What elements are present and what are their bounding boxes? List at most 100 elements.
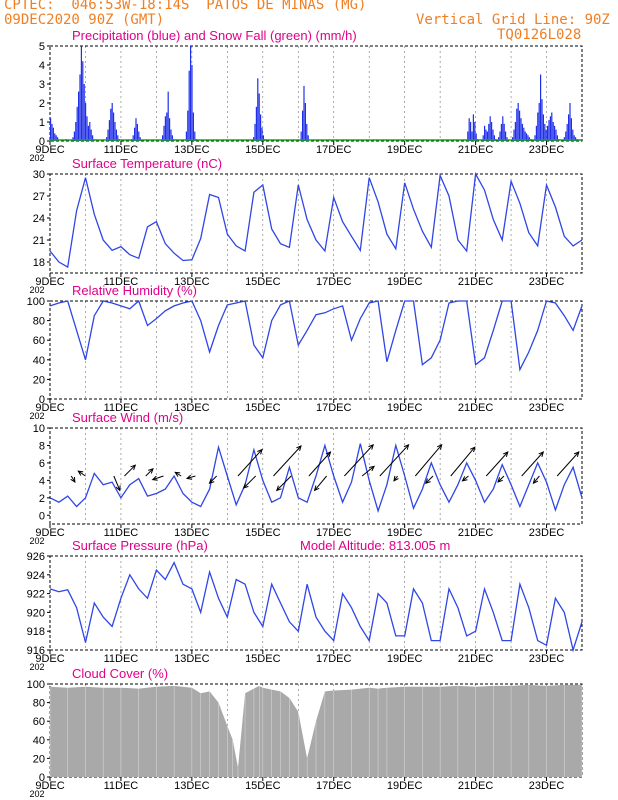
precip-bar — [573, 135, 575, 141]
y-tick-label: 40 — [33, 735, 45, 747]
wind-vector-head — [115, 485, 121, 492]
wind-vector — [533, 475, 540, 484]
precip-bar — [85, 103, 87, 141]
precip-bar — [566, 123, 568, 141]
precip-bar — [486, 131, 488, 141]
wind-vector-head — [573, 451, 580, 457]
y-tick-label: 0 — [39, 772, 45, 784]
header-line2: 09DEC2020 90Z (GMT) — [4, 12, 165, 28]
x-tick-label: 9DEC — [35, 527, 64, 539]
wind-vector — [186, 475, 196, 479]
x-tick-label: 17DEC — [316, 144, 352, 156]
precip-bar — [55, 135, 57, 141]
x-tick-label: 19DEC — [387, 653, 423, 665]
x-tick-label: 19DEC — [387, 780, 423, 792]
precip-bar — [187, 110, 189, 141]
x-tick-label: 21DEC — [458, 144, 494, 156]
y-tick-label: 30 — [33, 169, 45, 181]
x-tick-label: 21DEC — [458, 276, 494, 288]
x-year-label: 202 — [29, 536, 44, 546]
precip-bar — [528, 137, 530, 141]
y-tick-label: 60 — [33, 716, 45, 728]
precip-bar — [471, 131, 473, 141]
wind-vector — [243, 475, 257, 489]
y-tick-label: 3 — [39, 79, 45, 91]
y-tick-label: 5 — [39, 41, 45, 53]
precip-bar — [534, 135, 536, 141]
precip-bar — [555, 129, 557, 141]
precip-bar — [163, 125, 165, 141]
wind-vector — [414, 444, 443, 477]
precip-bar — [78, 91, 80, 141]
precip-bar — [545, 129, 547, 141]
x-tick-label: 19DEC — [387, 402, 423, 414]
precip-bar — [253, 137, 255, 141]
wind-vector-head — [369, 465, 376, 472]
wind-vector-head — [503, 451, 509, 457]
precip-bar — [52, 127, 54, 141]
precip-bar — [516, 108, 518, 141]
y-tick-label: 0 — [39, 136, 45, 148]
y-tick-label: 2 — [39, 98, 45, 110]
precip-bar — [72, 137, 74, 141]
precip-bar — [563, 137, 565, 141]
precip-bar — [76, 106, 78, 141]
x-tick-label: 15DEC — [245, 653, 281, 665]
precip-bar — [162, 135, 164, 141]
wind-vector — [379, 444, 410, 477]
y-tick-label: 4 — [39, 60, 45, 72]
precip-bar — [554, 125, 556, 141]
precip-bar — [106, 137, 108, 141]
precip-bar — [498, 137, 500, 141]
x-tick-label: 9DEC — [35, 780, 64, 792]
wind-vector-head — [296, 445, 302, 451]
y-tick-label: 0 — [39, 510, 45, 522]
y-tick-label: 20 — [33, 753, 45, 765]
precip-bar — [257, 78, 259, 141]
precip-bar — [537, 112, 539, 141]
panel-frame — [49, 427, 583, 525]
wind-vector — [145, 468, 154, 477]
precip-bar — [488, 123, 490, 141]
precip-bar — [492, 129, 494, 141]
precip-bar — [87, 125, 89, 141]
y-tick-label: 100 — [27, 296, 45, 308]
precip-bar — [565, 131, 567, 141]
wind-vector-head — [257, 448, 263, 455]
precip-bar — [117, 135, 119, 141]
wind-vector — [77, 470, 86, 477]
wind-vector-head — [497, 477, 503, 483]
precip-bar — [470, 122, 472, 141]
precip-bar — [255, 106, 257, 141]
precip-bar — [51, 123, 53, 141]
precip-bar — [170, 129, 172, 141]
precip-bar — [506, 137, 508, 141]
precip-bar — [552, 122, 554, 141]
precip-bar — [83, 84, 85, 141]
precip-bar — [79, 74, 81, 141]
x-tick-label: 9DEC — [35, 653, 64, 665]
wind-vector-head — [151, 475, 158, 481]
x-tick-label: 21DEC — [458, 653, 494, 665]
y-tick-label: 916 — [27, 645, 45, 657]
x-tick-label: 9DEC — [35, 276, 64, 288]
y-tick-label: 27 — [33, 191, 45, 203]
precip-bar — [519, 110, 521, 141]
x-tick-label: 15DEC — [245, 527, 281, 539]
wind-vector — [425, 475, 434, 484]
panel-frame — [49, 173, 583, 274]
precip-bar — [57, 137, 59, 141]
temperature-line — [49, 171, 583, 269]
precip-bar — [166, 112, 168, 141]
precip-bar — [520, 118, 522, 141]
precip-bar — [484, 125, 486, 141]
x-tick-label: 11DEC — [104, 527, 139, 539]
x-tick-label: 13DEC — [174, 276, 210, 288]
y-tick-label: 6 — [39, 458, 45, 470]
precip-bar — [538, 103, 540, 141]
precip-bar — [108, 120, 110, 141]
wind-vector — [273, 445, 302, 477]
x-tick-label: 19DEC — [387, 276, 423, 288]
x-tick-label: 23DEC — [529, 780, 565, 792]
panel-wind — [47, 427, 583, 528]
